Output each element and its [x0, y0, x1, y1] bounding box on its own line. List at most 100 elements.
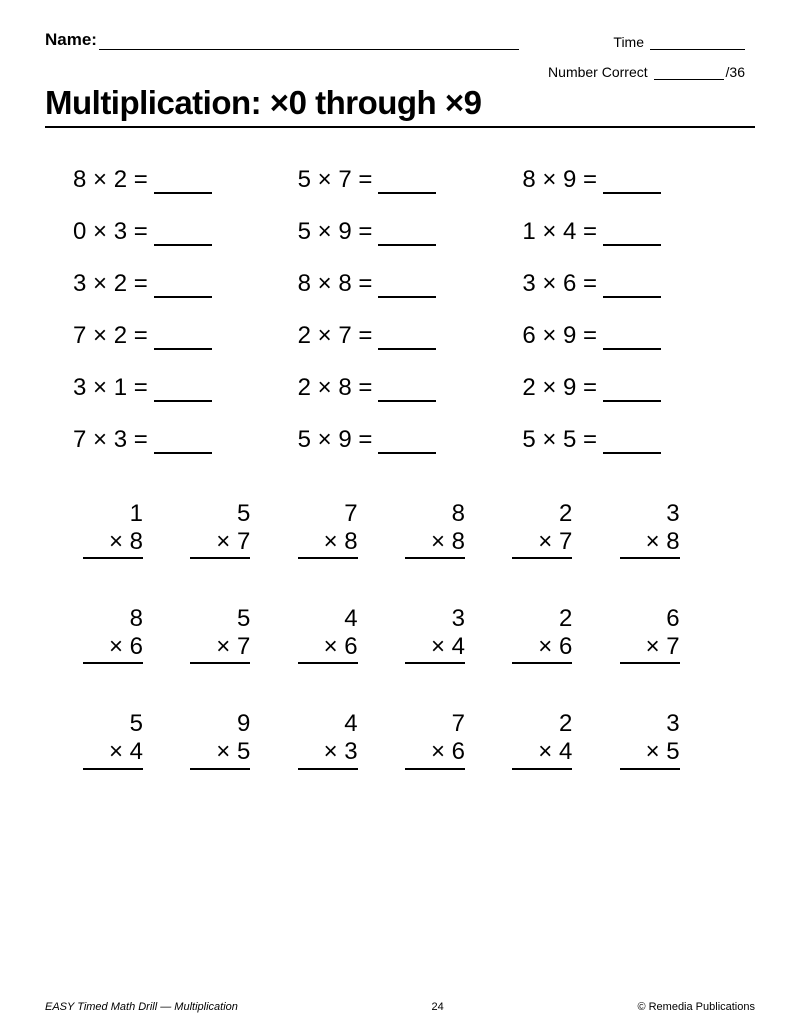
header-row: Name: Time — [45, 30, 755, 50]
answer-blank[interactable] — [603, 432, 661, 454]
horizontal-problem: 3 × 6 = — [522, 270, 737, 298]
worksheet-page: Name: Time Number Correct /36 Multiplica… — [0, 0, 800, 1035]
score-total: /36 — [726, 64, 745, 80]
multiplicand: 2 — [512, 710, 572, 738]
name-label: Name: — [45, 30, 97, 50]
multiplicand: 6 — [620, 605, 680, 633]
horizontal-problem: 3 × 1 = — [73, 374, 288, 402]
horizontal-problem: 7 × 3 = — [73, 426, 288, 454]
title-block: Multiplication: ×0 through ×9 — [45, 84, 755, 128]
problem-expression: 5 × 7 = — [298, 166, 373, 194]
vertical-problem: 5× 7 — [190, 500, 250, 559]
time-blank-line[interactable] — [650, 36, 745, 50]
footer: EASY Timed Math Drill — Multiplication 2… — [45, 1001, 755, 1013]
vertical-problem: 9× 5 — [190, 710, 250, 769]
time-field: Time — [613, 34, 745, 50]
answer-blank[interactable] — [154, 328, 212, 350]
vertical-problem: 2× 4 — [512, 710, 572, 769]
multiplier-row: × 7 — [190, 633, 250, 665]
problem-expression: 8 × 8 = — [298, 270, 373, 298]
horizontal-problem: 8 × 2 = — [73, 166, 288, 194]
vertical-problem: 8× 6 — [83, 605, 143, 664]
multiplier-row: × 6 — [405, 738, 465, 770]
vertical-problem: 3× 5 — [620, 710, 680, 769]
answer-blank[interactable] — [154, 224, 212, 246]
multiplier-row: × 5 — [190, 738, 250, 770]
horizontal-problems-grid: 8 × 2 = 5 × 7 = 8 × 9 = 0 × 3 = 5 × 9 = 1 × 4… — [45, 166, 755, 454]
multiplier-row: × 4 — [405, 633, 465, 665]
answer-blank[interactable] — [378, 380, 436, 402]
multiplicand: 4 — [298, 605, 358, 633]
vertical-problems-grid: 1× 85× 77× 88× 82× 73× 88× 65× 74× 63× 4… — [45, 500, 755, 770]
horizontal-problem: 6 × 9 = — [522, 322, 737, 350]
horizontal-problem: 2 × 8 = — [298, 374, 513, 402]
problem-expression: 0 × 3 = — [73, 218, 148, 246]
answer-blank[interactable] — [154, 432, 212, 454]
multiplicand: 4 — [298, 710, 358, 738]
multiplicand: 8 — [83, 605, 143, 633]
multiplicand: 5 — [190, 605, 250, 633]
multiplier-row: × 6 — [512, 633, 572, 665]
answer-blank[interactable] — [154, 172, 212, 194]
answer-blank[interactable] — [603, 380, 661, 402]
multiplier-row: × 8 — [405, 528, 465, 560]
vertical-problem: 3× 4 — [405, 605, 465, 664]
name-blank-line[interactable] — [99, 32, 519, 50]
horizontal-problem: 5 × 7 = — [298, 166, 513, 194]
page-title: Multiplication: ×0 through ×9 — [45, 84, 755, 122]
multiplicand: 7 — [405, 710, 465, 738]
problem-expression: 2 × 8 = — [298, 374, 373, 402]
vertical-problem: 7× 6 — [405, 710, 465, 769]
vertical-problem: 4× 6 — [298, 605, 358, 664]
answer-blank[interactable] — [603, 172, 661, 194]
answer-blank[interactable] — [603, 224, 661, 246]
horizontal-problem: 8 × 9 = — [522, 166, 737, 194]
horizontal-problem: 2 × 9 = — [522, 374, 737, 402]
vertical-problem: 8× 8 — [405, 500, 465, 559]
vertical-problem: 5× 4 — [83, 710, 143, 769]
problem-expression: 2 × 7 = — [298, 322, 373, 350]
answer-blank[interactable] — [378, 328, 436, 350]
multiplicand: 3 — [620, 710, 680, 738]
answer-blank[interactable] — [378, 276, 436, 298]
horizontal-problem: 2 × 7 = — [298, 322, 513, 350]
horizontal-problem: 5 × 9 = — [298, 218, 513, 246]
answer-blank[interactable] — [603, 328, 661, 350]
multiplier-row: × 4 — [512, 738, 572, 770]
name-field: Name: — [45, 30, 519, 50]
multiplier-row: × 6 — [83, 633, 143, 665]
answer-blank[interactable] — [378, 172, 436, 194]
multiplicand: 2 — [512, 500, 572, 528]
score-blank-line[interactable] — [654, 66, 724, 80]
problem-expression: 8 × 9 = — [522, 166, 597, 194]
answer-blank[interactable] — [378, 224, 436, 246]
multiplicand: 3 — [620, 500, 680, 528]
multiplier-row: × 3 — [298, 738, 358, 770]
problem-expression: 7 × 2 = — [73, 322, 148, 350]
problem-expression: 5 × 9 = — [298, 426, 373, 454]
multiplicand: 5 — [190, 500, 250, 528]
footer-page-number: 24 — [432, 1001, 444, 1013]
answer-blank[interactable] — [154, 276, 212, 298]
horizontal-problem: 8 × 8 = — [298, 270, 513, 298]
multiplicand: 7 — [298, 500, 358, 528]
answer-blank[interactable] — [154, 380, 212, 402]
vertical-problem: 2× 6 — [512, 605, 572, 664]
answer-blank[interactable] — [603, 276, 661, 298]
answer-blank[interactable] — [378, 432, 436, 454]
time-label: Time — [613, 34, 644, 50]
horizontal-problem: 1 × 4 = — [522, 218, 737, 246]
problem-expression: 3 × 1 = — [73, 374, 148, 402]
multiplicand: 2 — [512, 605, 572, 633]
multiplier-row: × 5 — [620, 738, 680, 770]
problem-expression: 5 × 9 = — [298, 218, 373, 246]
footer-right: © Remedia Publications — [637, 1001, 755, 1013]
vertical-problem: 7× 8 — [298, 500, 358, 559]
problem-expression: 1 × 4 = — [522, 218, 597, 246]
vertical-problem: 1× 8 — [83, 500, 143, 559]
horizontal-problem: 5 × 9 = — [298, 426, 513, 454]
problem-expression: 2 × 9 = — [522, 374, 597, 402]
title-rule — [45, 126, 755, 128]
multiplier-row: × 8 — [83, 528, 143, 560]
problem-expression: 8 × 2 = — [73, 166, 148, 194]
